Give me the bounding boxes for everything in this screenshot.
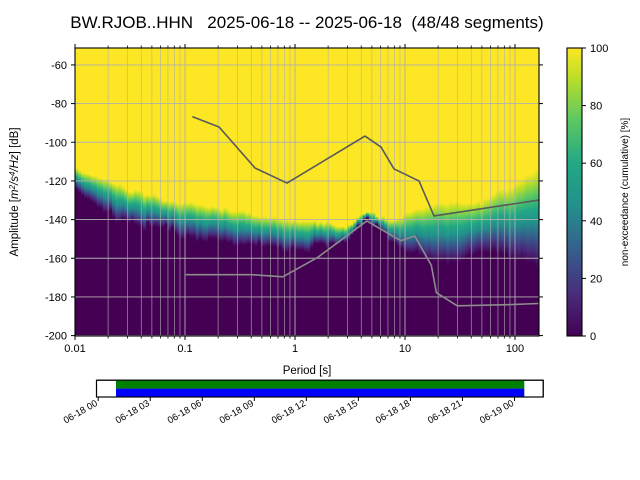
svg-text:-200: -200: [45, 331, 67, 343]
svg-text:-80: -80: [51, 99, 67, 111]
svg-text:-100: -100: [45, 137, 67, 149]
svg-text:10: 10: [399, 343, 411, 355]
svg-text:-60: -60: [51, 60, 67, 72]
svg-text:0.01: 0.01: [64, 343, 85, 355]
svg-text:0.1: 0.1: [177, 343, 192, 355]
svg-text:1: 1: [292, 343, 298, 355]
svg-text:-140: -140: [45, 215, 67, 227]
svg-text:80: 80: [590, 101, 602, 113]
svg-text:40: 40: [590, 216, 602, 228]
svg-text:60: 60: [590, 158, 602, 170]
svg-text:-120: -120: [45, 176, 67, 188]
svg-text:100: 100: [506, 343, 524, 355]
svg-text:20: 20: [590, 273, 602, 285]
svg-text:BW.RJOB..HHN 2025-06-18 -- 2: BW.RJOB..HHN 2025-06-18 -- 2025-06-18 (4…: [70, 13, 543, 32]
svg-text:non-exceedance (cumulative) [%: non-exceedance (cumulative) [%]: [620, 118, 631, 267]
svg-text:100: 100: [590, 43, 608, 55]
svg-text:0: 0: [590, 331, 596, 343]
svg-text:-180: -180: [45, 292, 67, 304]
svg-text:Period [s]: Period [s]: [283, 365, 332, 377]
svg-text:Amplitude [m2/s4/Hz] [dB]: Amplitude [m2/s4/Hz] [dB]: [8, 127, 21, 256]
svg-text:-160: -160: [45, 253, 67, 265]
